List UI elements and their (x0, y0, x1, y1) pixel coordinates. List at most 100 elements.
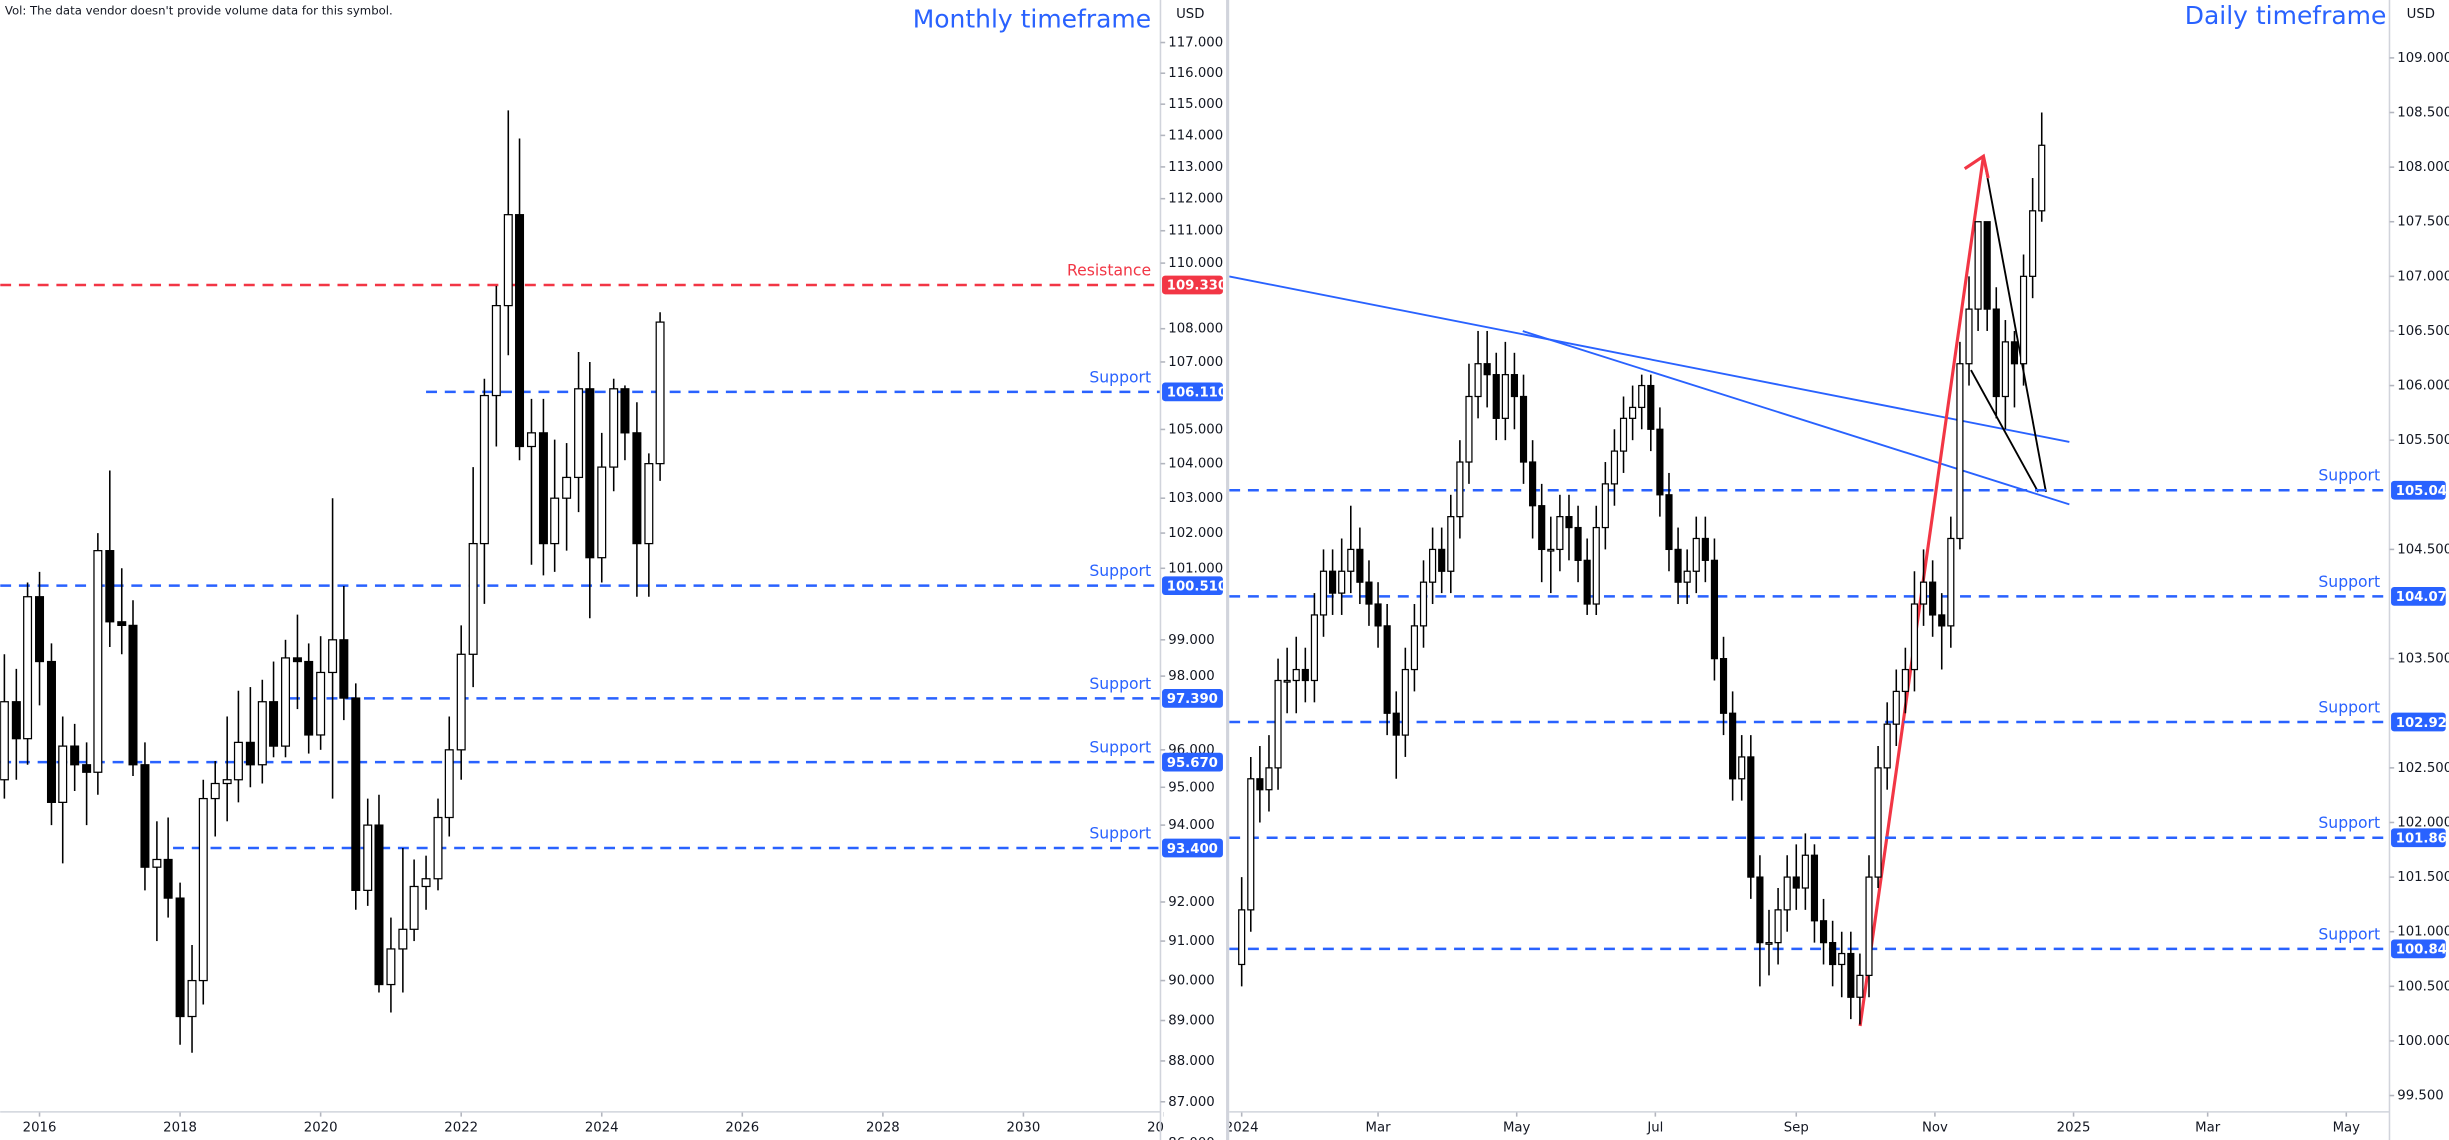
candle-body (538, 432, 548, 545)
level-price-box (2391, 939, 2446, 959)
level-price-label: 106.110 (1167, 386, 1227, 401)
candle-body (609, 388, 619, 468)
candle-body (1865, 876, 1873, 977)
candle-body (1556, 516, 1564, 551)
y-tick-label: 90.000 (1168, 974, 1214, 989)
level-price-label: 109.330 (1167, 279, 1227, 294)
candle-body (1265, 767, 1273, 791)
candle-body (1847, 952, 1855, 998)
candle-body (23, 596, 33, 740)
candle-body (479, 394, 489, 545)
candle-body (655, 321, 665, 465)
candle-body (1683, 570, 1691, 583)
y-tick-label: 95.000 (1168, 780, 1214, 795)
candle-body (1701, 537, 1709, 561)
level-name: Support (1089, 739, 1151, 757)
candle-body (1447, 516, 1455, 572)
x-tick-label: 2026 (725, 1121, 759, 1136)
y-tick-label: 92.000 (1168, 895, 1214, 910)
level-price-box (2391, 480, 2446, 500)
candle-body (1356, 548, 1364, 583)
y-tick-label: 107.500 (2397, 215, 2449, 230)
candle-body (1510, 374, 1519, 398)
x-tick-label: 2032 (1147, 1121, 1181, 1136)
candle-body (1747, 756, 1755, 878)
candle-body (117, 621, 127, 627)
candle-body (140, 764, 150, 868)
candle-body (386, 948, 396, 986)
candle-body (1947, 537, 1955, 627)
level-price-box (1162, 275, 1223, 295)
x-tick-label: Mar (1366, 1121, 1392, 1136)
candle-body (1774, 909, 1782, 944)
candle-body (1874, 767, 1882, 878)
candle-body (1838, 952, 1846, 966)
candle-body (620, 388, 630, 434)
chart-title: Monthly timeframe (913, 4, 1151, 33)
y-tick-label: 98.000 (1168, 669, 1214, 684)
trend-line (1522, 330, 2070, 506)
level-price-box (1162, 689, 1223, 708)
candle-body (11, 701, 21, 740)
candle-body (1583, 559, 1591, 605)
y-tick-label: 86.000 (1168, 1136, 1214, 1140)
y-tick-label: 116.000 (1168, 66, 1223, 81)
y-tick-label: 94.000 (1168, 818, 1214, 833)
y-tick-label: 107.000 (1168, 355, 1223, 370)
candle-body (1429, 548, 1437, 583)
candle-body (163, 858, 173, 899)
candle-body (1419, 581, 1428, 627)
candle-body (1783, 876, 1791, 911)
volume-note: Vol: The data vendor doesn't provide vol… (5, 3, 393, 17)
candle-body (1410, 625, 1419, 671)
candle-body (398, 928, 408, 950)
wedge-line (1982, 155, 2047, 493)
candle-body (515, 214, 525, 448)
candle-body (644, 463, 654, 545)
candle-body (58, 745, 68, 803)
candle-body (328, 639, 338, 674)
level-name: Support (2318, 925, 2380, 943)
y-tick-label: 104.500 (2397, 542, 2449, 557)
candle-body (468, 542, 478, 655)
chart-title: Daily timeframe (2185, 1, 2387, 30)
candle-body (1829, 942, 1837, 966)
candle-body (1238, 909, 1246, 966)
level-name: Support (1089, 562, 1151, 580)
level-price-box (2391, 828, 2446, 848)
candle-body (175, 897, 185, 1018)
candle-body (421, 878, 431, 888)
candle-body (1519, 395, 1528, 463)
candle-body (292, 657, 302, 663)
candle-body (0, 701, 9, 781)
axis-unit: USD (1176, 7, 1204, 22)
candle-body (409, 885, 419, 930)
candle-body (503, 214, 513, 307)
level-price-label: 95.670 (1167, 756, 1218, 771)
candle-body (1674, 548, 1682, 583)
candle-body (2010, 341, 2019, 365)
candle-body (1292, 668, 1300, 682)
candle-body (1456, 461, 1464, 518)
candle-body (351, 697, 361, 891)
axis-unit: USD (2407, 7, 2435, 22)
y-tick-label: 89.000 (1168, 1014, 1214, 1029)
level-name: Support (1089, 368, 1151, 386)
candle-body (1438, 548, 1446, 572)
candle-body (93, 550, 103, 773)
x-tick-label: 2030 (1007, 1121, 1041, 1136)
candle-body (1792, 876, 1800, 889)
candle-body (1629, 406, 1637, 419)
x-tick-label: 2016 (23, 1121, 57, 1136)
y-tick-label: 106.500 (2397, 324, 2449, 339)
candle-body (550, 497, 560, 545)
candle-body (316, 671, 326, 736)
candle-body (1892, 690, 1900, 725)
y-tick-label: 100.000 (2397, 1034, 2449, 1049)
candle-body (1901, 668, 1909, 693)
y-tick-label: 101.000 (2397, 925, 2449, 940)
level-name: Resistance (1067, 261, 1151, 279)
y-tick-label: 112.000 (1168, 192, 1223, 207)
candle-body (222, 779, 232, 785)
